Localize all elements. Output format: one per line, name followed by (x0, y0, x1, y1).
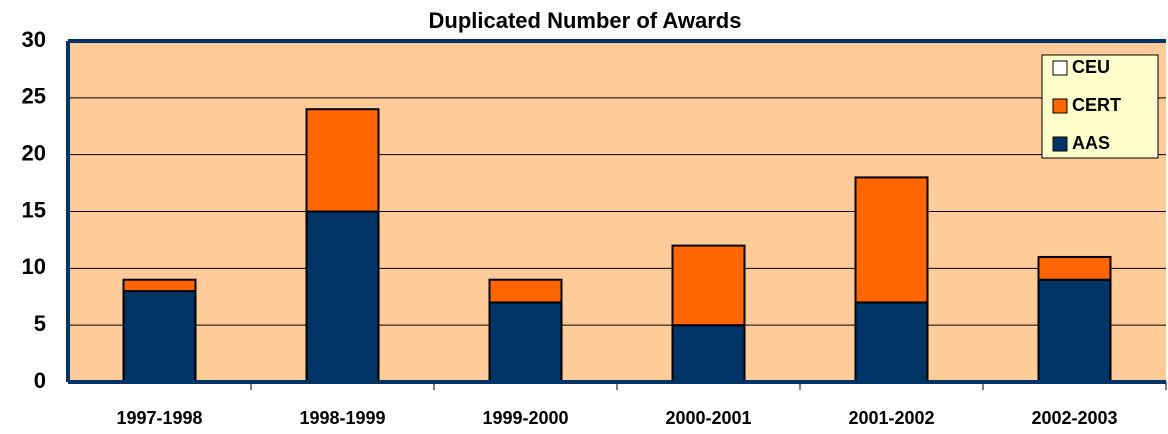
x-tick-label: 1999-2000 (482, 408, 568, 428)
legend-swatch (1052, 136, 1068, 152)
bar-segment (488, 301, 563, 383)
x-tick-label: 1997-1998 (116, 408, 202, 428)
legend-swatch (1052, 98, 1068, 114)
y-tick-label: 25 (22, 84, 46, 109)
x-tick-label: 2002-2003 (1031, 408, 1117, 428)
x-tick-label: 1998-1999 (299, 408, 385, 428)
x-tick-label: 2001-2002 (848, 408, 934, 428)
bar-segment (305, 210, 380, 383)
y-tick-label: 20 (22, 140, 46, 165)
y-tick-label: 10 (22, 254, 46, 279)
chart-title: Duplicated Number of Awards (429, 8, 742, 33)
bar-segment (122, 278, 197, 293)
legend-label: AAS (1072, 133, 1110, 153)
y-tick-label: 15 (22, 197, 46, 222)
y-tick-label: 0 (34, 368, 46, 393)
legend-swatch (1052, 60, 1068, 76)
y-tick-label: 5 (34, 311, 46, 336)
legend-label: CERT (1072, 95, 1121, 115)
bar-segment (854, 301, 929, 383)
bar-segment (1037, 255, 1112, 281)
bar-segment (305, 108, 380, 213)
bar-segment (122, 290, 197, 384)
bar-segment (488, 278, 563, 304)
bar-segment (671, 244, 746, 327)
y-tick-label: 30 (22, 27, 46, 52)
x-tick-label: 2000-2001 (665, 408, 751, 428)
legend-label: CEU (1072, 57, 1110, 77)
bar-segment (671, 324, 746, 383)
bar-segment (1037, 278, 1112, 384)
bar-segment (854, 176, 929, 304)
